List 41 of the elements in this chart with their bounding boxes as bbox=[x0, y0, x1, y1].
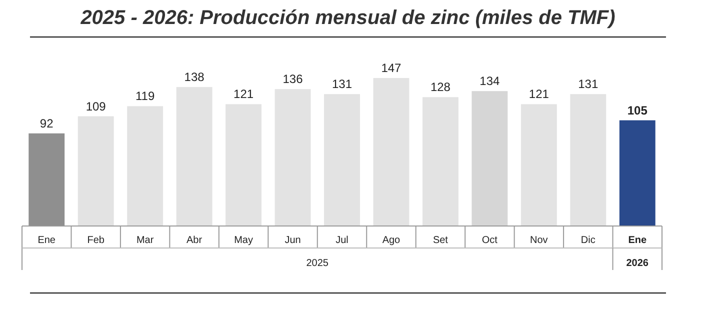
bar bbox=[422, 97, 458, 226]
bar bbox=[570, 94, 606, 226]
data-label: 119 bbox=[136, 89, 155, 104]
bar bbox=[78, 116, 114, 226]
bar bbox=[226, 104, 262, 226]
x-tick-label: May bbox=[234, 235, 253, 246]
bar bbox=[127, 106, 164, 226]
x-tick-label: Jul bbox=[336, 235, 348, 246]
text: 2026 bbox=[626, 258, 649, 269]
x-tick-label: Ene bbox=[38, 235, 56, 246]
x-tick-label: Set bbox=[432, 235, 448, 246]
bar bbox=[373, 78, 410, 226]
x-tick-label: Abr bbox=[186, 235, 203, 246]
data-label: 121 bbox=[234, 87, 254, 102]
bar bbox=[324, 94, 360, 226]
x-tick-label: Ene bbox=[628, 235, 647, 246]
data-label: 109 bbox=[86, 99, 106, 114]
text: 2025 bbox=[306, 258, 329, 269]
data-label: 147 bbox=[381, 61, 402, 75]
bar bbox=[176, 87, 212, 226]
bar bbox=[520, 104, 557, 226]
bar bbox=[619, 120, 656, 226]
x-tick-label: Nov bbox=[530, 235, 548, 246]
data-label: 136 bbox=[282, 72, 304, 86]
data-label: 131 bbox=[332, 77, 352, 92]
x-tick-label: Mar bbox=[136, 235, 154, 246]
data-label: 131 bbox=[578, 77, 598, 92]
data-label: 128 bbox=[430, 80, 451, 94]
x-tick-label: Jun bbox=[284, 235, 301, 246]
data-label: 121 bbox=[528, 87, 550, 102]
chart-title: 2025 - 2026: Producción mensual de zinc (miles de TMF) bbox=[80, 7, 616, 29]
bar bbox=[274, 89, 311, 226]
data-label: 105 bbox=[627, 103, 648, 118]
x-tick-label: Dic bbox=[580, 235, 596, 246]
data-label: 138 bbox=[184, 70, 205, 84]
bar bbox=[472, 91, 508, 226]
x-tick-label: Oct bbox=[482, 235, 498, 246]
data-label: 134 bbox=[480, 74, 500, 88]
x-tick-label: Ago bbox=[382, 235, 401, 246]
data-label: 92 bbox=[40, 116, 54, 130]
x-tick-label: Feb bbox=[87, 235, 105, 246]
